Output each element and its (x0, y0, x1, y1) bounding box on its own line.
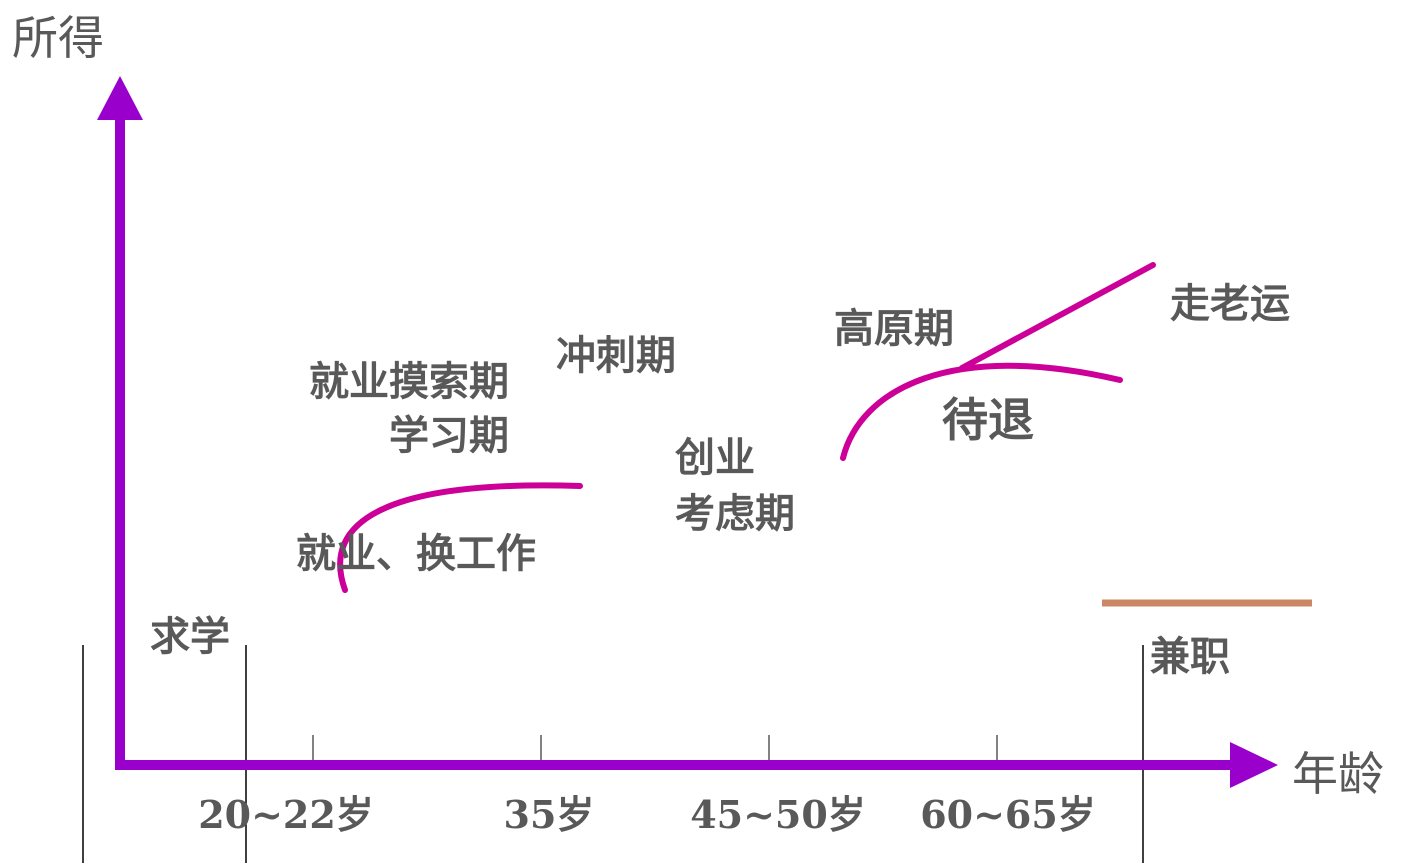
age-tick-label: 20~22岁 (198, 792, 374, 837)
stage-label-sprint: 冲刺期 (556, 333, 676, 379)
stage-label-part-time: 兼职 (1150, 634, 1230, 680)
stage-label-explore-line1: 就业摸索期 (309, 359, 509, 405)
stage-label-study: 求学 (150, 614, 230, 660)
stage-label-startup-line2: 考虑期 (675, 491, 795, 537)
curve-plateau (840, 362, 1123, 461)
age-tick-label: 45~50岁 (690, 792, 866, 837)
stage-label-startup-line1: 创业 (675, 435, 755, 481)
stage-label-explore-line2: 学习期 (389, 413, 509, 459)
age-tick-label: 35岁 (504, 792, 595, 837)
y-axis-label: 所得 (12, 11, 104, 65)
stage-label-pre-retire: 待退 (942, 393, 1034, 447)
y-axis-arrow (97, 76, 143, 120)
x-axis-label: 年龄 (1292, 747, 1384, 801)
x-axis-arrow (1230, 742, 1278, 788)
stage-label-late-luck: 走老运 (1170, 281, 1290, 327)
curve-early-career (337, 482, 583, 593)
stage-label-plateau: 高原期 (834, 306, 954, 352)
curve-late-luck (959, 262, 1156, 371)
stage-label-job-change: 就业、换工作 (296, 531, 536, 577)
age-tick-label: 60~65岁 (920, 792, 1096, 837)
